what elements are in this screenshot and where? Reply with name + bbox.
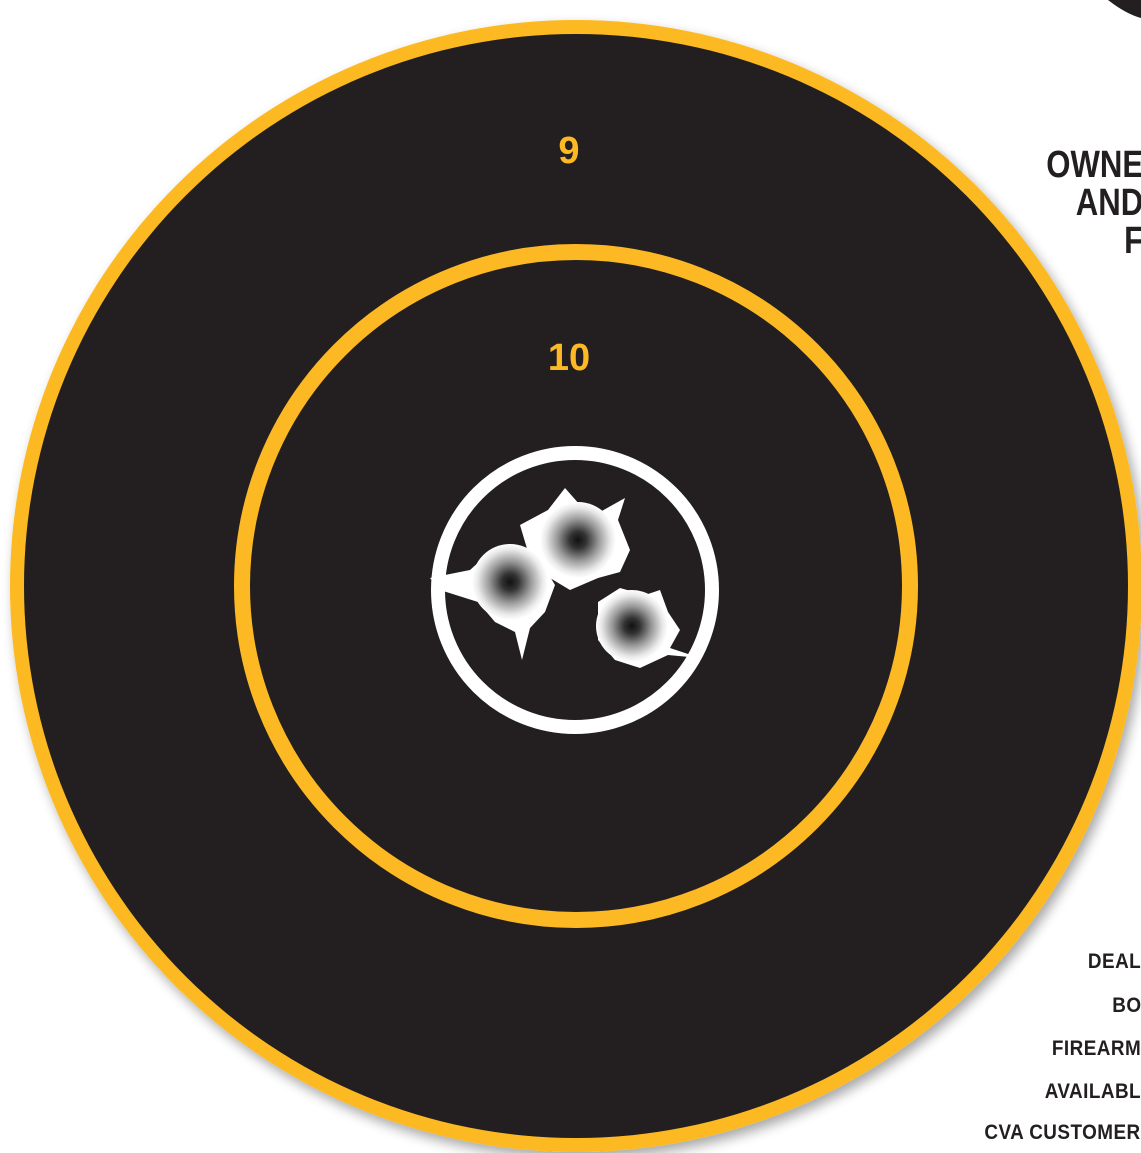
bullet-hole: [520, 488, 630, 590]
heading-line: OWNE: [1046, 144, 1141, 186]
logo-fragment-icon: [1108, 0, 1141, 18]
info-line: FIREARM: [1051, 1037, 1141, 1060]
ring-label-nine: 9: [558, 130, 579, 172]
info-line: CVA CUSTOMER: [984, 1121, 1141, 1144]
ten-ring: [234, 244, 918, 928]
bullet-hole: [430, 544, 555, 660]
info-line: DEAL: [1087, 950, 1141, 973]
heading-block: OWNE AND F: [1025, 146, 1141, 260]
ring-label-ten: 10: [548, 337, 590, 379]
heading-line: F: [1046, 222, 1141, 260]
info-line: AVAILABL: [1044, 1080, 1141, 1103]
info-line: BO: [1111, 994, 1141, 1017]
inner-x-ring: [431, 446, 719, 734]
heading-line: AND: [1075, 182, 1141, 224]
bullet-hole: [596, 588, 700, 668]
